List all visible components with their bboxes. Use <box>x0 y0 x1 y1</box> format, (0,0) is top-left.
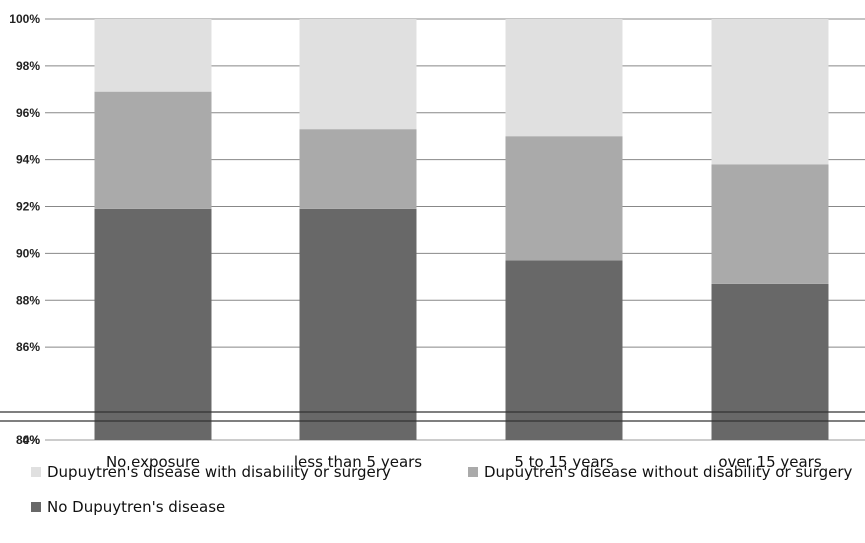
y-tick-label: 100% <box>9 12 40 26</box>
axis-break <box>0 411 865 422</box>
y-tick-label: 84% <box>16 433 40 447</box>
legend-item-no-disease: No Dupuytren's disease <box>31 498 225 516</box>
bar-segment <box>505 19 623 137</box>
y-tick-label: 88% <box>16 293 40 307</box>
bar-stack <box>505 19 623 440</box>
x-category-label: over 15 years <box>718 453 822 471</box>
legend-swatch <box>31 502 41 512</box>
legend-label: No Dupuytren's disease <box>47 498 226 516</box>
y-tick-label: 92% <box>16 200 40 214</box>
bar-segment <box>711 283 829 440</box>
bar-segment <box>94 91 212 209</box>
bar-segment <box>505 260 623 440</box>
bar-stack <box>299 19 417 440</box>
x-category-label: No exposure <box>106 453 200 471</box>
y-tick-label: 98% <box>16 59 40 73</box>
y-axis-tick-labels: 0%84% 86% 88% 90% 92% 94% 96% 98% 100% <box>9 12 40 447</box>
y-tick-label: 96% <box>16 106 40 120</box>
x-axis-category-labels: No exposure less than 5 years 5 to 15 year… <box>106 453 822 471</box>
bar-stack <box>711 19 829 440</box>
x-category-label: less than 5 years <box>294 453 422 471</box>
bar-segment <box>711 164 829 284</box>
y-tick-label: 0% <box>23 433 41 447</box>
y-tick-label: 90% <box>16 246 40 260</box>
bar-segment <box>711 19 829 165</box>
bar-segment <box>94 19 212 92</box>
bar-segment <box>94 208 212 440</box>
bar-stacks <box>94 19 829 440</box>
y-tick-label: 94% <box>16 153 40 167</box>
bar-stack <box>94 19 212 440</box>
x-category-label: 5 to 15 years <box>514 453 613 471</box>
bar-segment <box>299 19 417 130</box>
bar-segment <box>299 208 417 440</box>
stacked-bar-chart: 0%84% 86% 88% 90% 92% 94% 96% 98% 100% No exposu… <box>0 12 865 471</box>
y-tick-label: 86% <box>16 340 40 354</box>
bar-segment <box>505 136 623 261</box>
bar-segment <box>299 129 417 209</box>
